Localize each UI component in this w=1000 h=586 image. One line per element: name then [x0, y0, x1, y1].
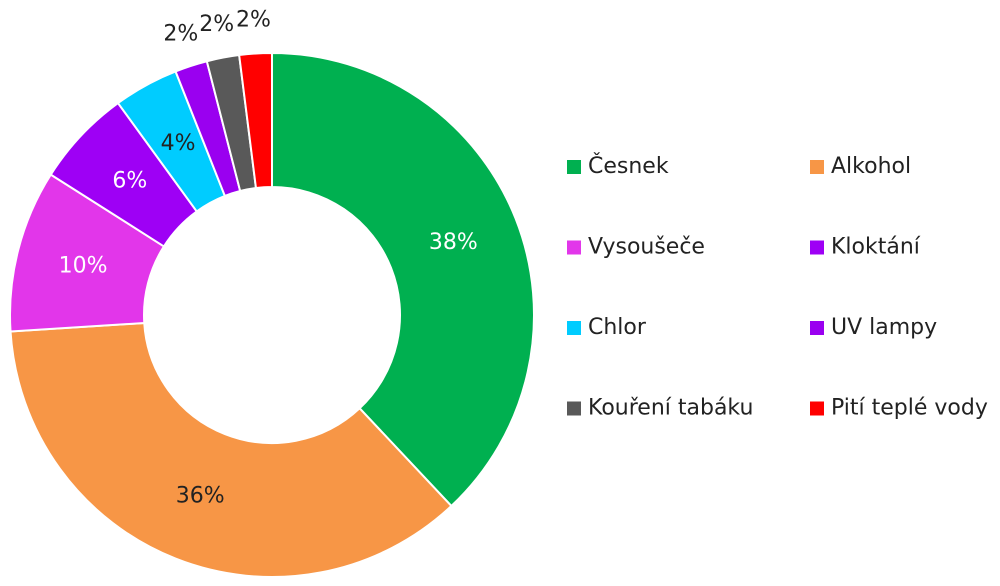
data-label: 4%	[161, 131, 196, 156]
legend-label: Kouření tabáku	[588, 396, 753, 421]
data-label: 36%	[176, 483, 225, 508]
legend-swatch	[810, 160, 824, 174]
donut-slice	[9, 321, 453, 578]
legend-swatch	[567, 160, 581, 174]
legend-swatch	[810, 240, 824, 255]
legend-label: Česnek	[588, 153, 669, 179]
legend-label: UV lampy	[831, 315, 937, 340]
data-label: 2%	[236, 8, 271, 33]
legend-label: Pití teplé vody	[831, 396, 988, 421]
data-label: 10%	[59, 254, 108, 279]
legend-swatch	[567, 240, 581, 255]
legend-label: Kloktání	[831, 235, 921, 260]
legend-label: Alkohol	[831, 154, 911, 179]
legend-swatch	[567, 401, 581, 416]
donut-slice	[238, 51, 273, 190]
legend-swatch	[810, 401, 824, 416]
legend-swatch	[567, 321, 581, 335]
data-label: 38%	[429, 230, 478, 255]
data-label: 2%	[199, 12, 234, 37]
legend-label: Chlor	[588, 315, 647, 340]
donut-slice	[271, 51, 535, 508]
data-label: 6%	[112, 169, 147, 194]
data-label: 2%	[163, 21, 198, 46]
legend-label: Vysoušeče	[588, 235, 705, 260]
legend-swatch	[810, 321, 824, 335]
